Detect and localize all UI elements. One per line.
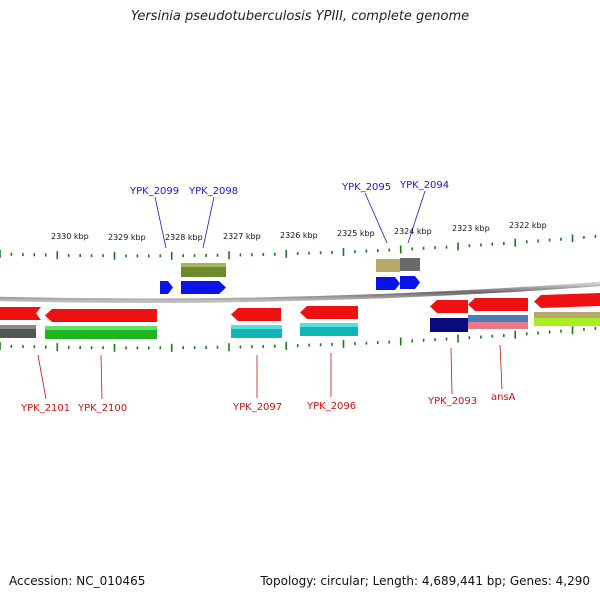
- feature-pink: [468, 322, 528, 329]
- label-ansa: ansA: [491, 392, 516, 403]
- label-ypk2101: YPK_2101: [20, 403, 70, 414]
- feature-ansa-arrow: [468, 298, 528, 311]
- feature-navy: [430, 318, 468, 332]
- genome-backbone: [0, 281, 600, 303]
- feature-ypk2095-arrow: [376, 277, 400, 290]
- scale-label-2327: 2327 kbp: [223, 232, 261, 241]
- leader-ypk2095: [364, 192, 388, 244]
- scale-label-2330: 2330 kbp: [51, 232, 89, 241]
- feature-tan: [534, 312, 600, 319]
- feature-ypk2100-arrow: [45, 309, 157, 322]
- leader-ypk2100: [100, 354, 103, 400]
- leader-ypk2094: [407, 190, 426, 244]
- feature-right-arrow: [534, 293, 600, 308]
- genome-title: Yersinia pseudotuberculosis YPIII, compl…: [130, 9, 470, 24]
- leader-ansa: [499, 344, 503, 390]
- label-ypk2096: YPK_2096: [306, 401, 356, 412]
- label-ypk2094: YPK_2094: [399, 180, 449, 191]
- feature-ypk2094-arrow: [400, 276, 420, 289]
- scale-label-2328: 2328 kbp: [165, 233, 203, 242]
- feature-ypk2096-arrow: [300, 306, 358, 319]
- scale-ticks-bottom: [0, 326, 597, 352]
- feature-lime: [534, 318, 600, 326]
- label-ypk2093: YPK_2093: [427, 396, 477, 407]
- feature-ypk2093-arrow: [430, 300, 468, 313]
- leader-ypk2101: [37, 354, 47, 400]
- scale-ticks-top: [0, 234, 597, 260]
- feature-steelblue: [468, 315, 528, 323]
- feature-ypk2101-tip: [36, 307, 41, 320]
- accession-text: Accession: NC_010465: [9, 574, 146, 588]
- feature-gray: [400, 258, 420, 271]
- label-ypk2098: YPK_2098: [188, 186, 238, 197]
- label-ypk2100: YPK_2100: [77, 403, 127, 414]
- feature-ypk2097-arrow: [231, 308, 281, 321]
- scale-label-2326: 2326 kbp: [280, 231, 318, 240]
- scale-label-2323: 2323 kbp: [452, 224, 490, 233]
- label-ypk2097: YPK_2097: [232, 402, 282, 413]
- label-ypk2095: YPK_2095: [341, 182, 391, 193]
- genome-summary-text: Topology: circular; Length: 4,689,441 bp…: [260, 574, 590, 588]
- leader-ypk2093: [450, 347, 453, 395]
- scale-label-2322: 2322 kbp: [509, 221, 547, 230]
- feature-khaki: [376, 259, 400, 272]
- leader-ypk2099: [154, 196, 167, 249]
- scale-label-2324: 2324 kbp: [394, 227, 432, 236]
- leader-ypk2098: [202, 196, 215, 249]
- feature-ypk2101-arrow: [0, 307, 36, 320]
- label-ypk2099: YPK_2099: [129, 186, 179, 197]
- feature-ypk2099-arrow: [160, 281, 173, 294]
- feature-ypk2098-arrow: [181, 281, 226, 294]
- scale-label-2325: 2325 kbp: [337, 229, 375, 238]
- scale-label-2329: 2329 kbp: [108, 233, 146, 242]
